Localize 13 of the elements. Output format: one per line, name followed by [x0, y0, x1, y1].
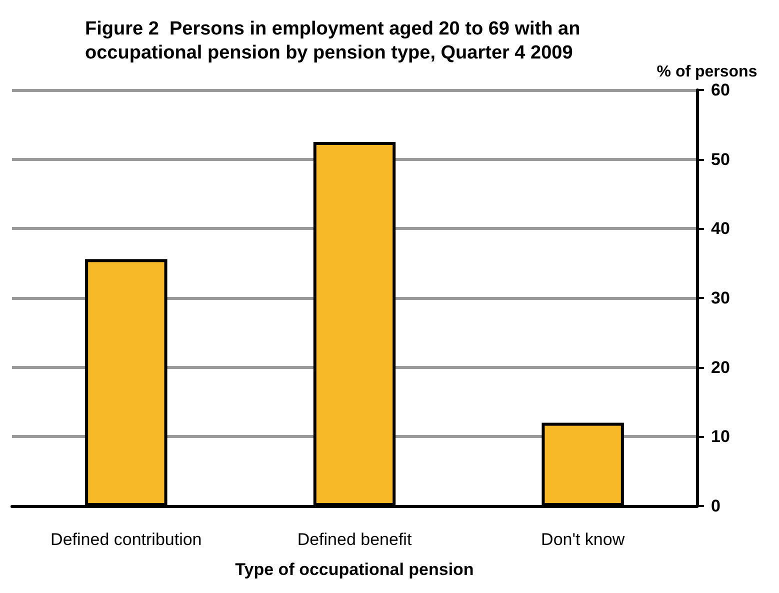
- chart-title: Figure 2 Persons in employment aged 20 to 69 with an occupational pension by pension type, Quarter 4 2009: [85, 18, 586, 64]
- y-tick-label: 40: [711, 219, 730, 238]
- y-axis-title: % of persons: [656, 64, 758, 80]
- y-tick-label: 30: [711, 288, 730, 308]
- y-tick-label: 60: [711, 80, 730, 100]
- x-tick-label: Defined benefit: [297, 530, 412, 549]
- y-tick-label: 50: [711, 150, 730, 169]
- y-tick-label: 10: [711, 427, 730, 446]
- x-tick-label: Don't know: [541, 530, 626, 549]
- y-tick-label: 20: [711, 358, 730, 377]
- x-tick-label: Defined contribution: [50, 530, 202, 549]
- y-tick-label: 0: [711, 496, 720, 516]
- x-axis-title: Type of occupational pension: [235, 560, 474, 579]
